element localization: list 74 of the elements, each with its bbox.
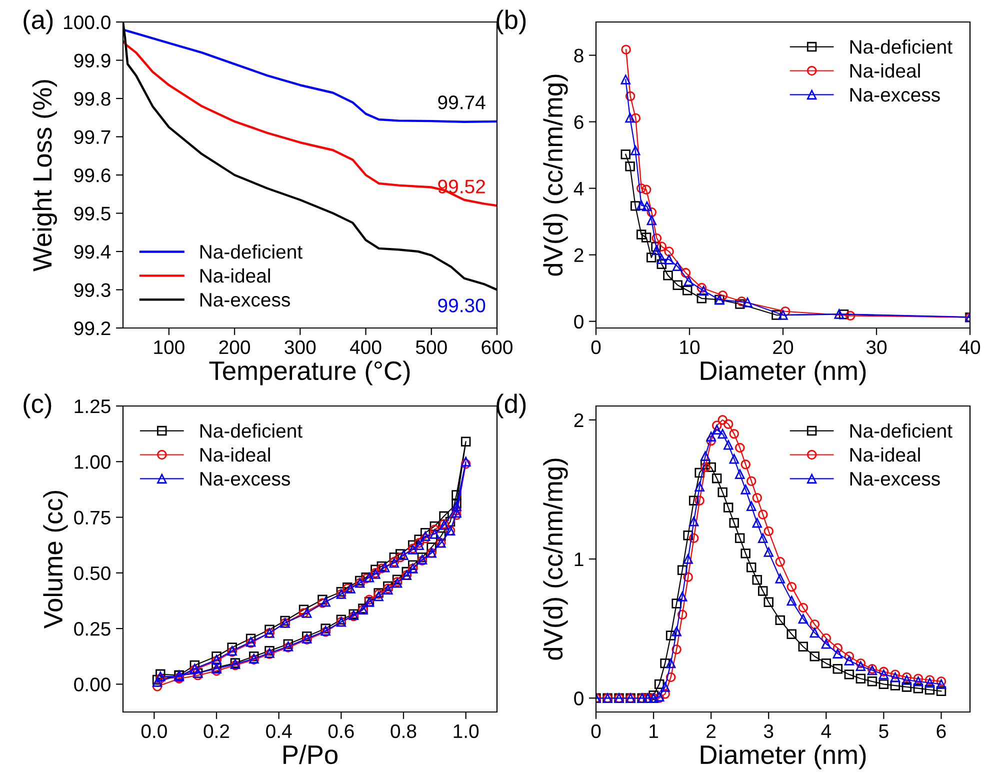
y-axis-title: Weight Loss (%) (32, 80, 57, 272)
y-tick-label: 0.50 (74, 566, 110, 580)
y-tick-label: 2 (574, 248, 584, 262)
x-tick-label: 400 (350, 340, 382, 354)
legend-label: Na-deficient (200, 244, 302, 259)
y-tick-label: 0 (574, 692, 584, 706)
x-tick-label: 0.0 (141, 724, 167, 738)
chart-title: (a) (24, 10, 53, 34)
x-tick-label: 3 (764, 724, 774, 738)
annotation: 99.30 (438, 298, 486, 312)
x-tick-label: 0.8 (390, 724, 416, 738)
y-tick-label: 0.25 (74, 622, 110, 636)
x-tick-label: 200 (219, 340, 250, 354)
x-tick-label: 6 (936, 724, 946, 738)
y-tick-label: 1 (574, 552, 584, 566)
legend-label: Na-excess (850, 88, 940, 102)
x-tick-label: 600 (482, 340, 512, 354)
y-tick-label: 1.25 (74, 399, 110, 414)
legend-label: Na-ideal (850, 447, 920, 462)
y-tick-label: 99.6 (74, 168, 110, 182)
y-tick-label: 0.00 (74, 678, 110, 692)
x-tick-label: 300 (284, 340, 316, 354)
x-tick-label: 20 (773, 340, 794, 354)
x-tick-label: 0.2 (204, 724, 230, 738)
legend-label: Na-deficient (850, 424, 952, 438)
y-tick-label: 99.3 (74, 283, 110, 297)
y-tick-label: 4 (574, 182, 584, 196)
y-tick-label: 8 (574, 48, 584, 62)
x-tick-label: 30 (866, 340, 887, 354)
annotation: 99.52 (438, 180, 485, 194)
y-tick-label: 99.2 (74, 321, 110, 336)
x-axis-title: Temperature (°C) (209, 360, 410, 386)
chart-title: (d) (496, 394, 526, 418)
y-tick-label: 99.4 (74, 244, 111, 259)
chart-title: (b) (496, 10, 526, 34)
annotation: 99.74 (438, 96, 486, 110)
y-axis-title: Volume (cc) (43, 490, 68, 629)
y-tick-label: 99.9 (74, 54, 110, 68)
x-tick-label: 2 (706, 724, 716, 738)
legend-label: Na-deficient (850, 40, 952, 54)
y-tick-label: 6 (574, 115, 584, 130)
x-tick-label: 0 (591, 724, 601, 738)
x-tick-label: 100 (154, 340, 184, 354)
x-tick-label: 0.6 (328, 724, 354, 738)
legend-label: Na-ideal (850, 63, 920, 78)
x-tick-label: 1.0 (454, 724, 479, 738)
x-tick-label: 0 (591, 340, 601, 354)
y-tick-label: 99.8 (74, 92, 110, 106)
y-axis-title: dV(d) (cc/nm/mg) (543, 458, 568, 660)
y-tick-label: 2 (574, 413, 584, 427)
legend-label: Na-excess (200, 472, 290, 486)
legend-label: Na-ideal (200, 447, 270, 462)
legend-label: Na-deficient (200, 424, 302, 438)
y-tick-label: 100.0 (64, 15, 110, 30)
y-axis-title: dV(d) (cc/nm/mg) (543, 74, 568, 276)
legend-label: Na-ideal (200, 268, 270, 283)
y-tick-label: 99.5 (74, 206, 110, 220)
chart-title: (c) (24, 394, 52, 418)
x-axis-title: P/Po (284, 744, 338, 764)
legend-label: Na-excess (850, 472, 940, 486)
y-tick-label: 0.75 (74, 510, 110, 525)
y-tick-label: 1.00 (74, 455, 110, 469)
x-tick-label: 4 (821, 724, 831, 738)
y-tick-label: 0 (574, 314, 584, 329)
x-tick-label: 1 (650, 724, 658, 738)
x-axis-title: Diameter (nm) (700, 744, 866, 770)
x-tick-label: 10 (680, 340, 700, 354)
y-tick-label: 99.7 (74, 130, 110, 144)
x-tick-label: 5 (879, 724, 888, 738)
legend-label: Na-excess (200, 293, 290, 307)
x-axis-title: Diameter (nm) (700, 360, 866, 386)
x-tick-label: 500 (416, 340, 447, 354)
x-tick-label: 40 (960, 340, 980, 354)
x-tick-label: 0.4 (266, 724, 292, 738)
